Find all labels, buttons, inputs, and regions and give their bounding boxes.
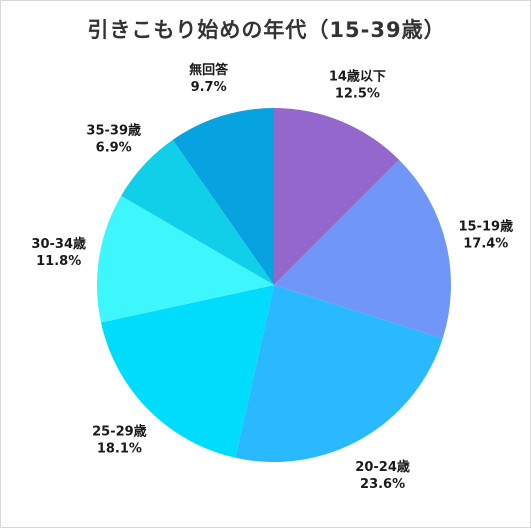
slice-value-label: 9.7% bbox=[191, 80, 227, 95]
slice-category-label: 20-24歳 bbox=[355, 459, 410, 475]
slice-value-label: 12.5% bbox=[335, 87, 380, 102]
pie-slice bbox=[96, 195, 275, 323]
pie-slice bbox=[121, 139, 274, 285]
slice-value-label: 6.9% bbox=[96, 140, 132, 155]
slice-label: 無回答 9.7% bbox=[189, 62, 229, 95]
slice-label: 30-34歳 11.8% bbox=[31, 236, 86, 269]
slice-category-label: 30-34歳 bbox=[31, 236, 86, 252]
pie-slice bbox=[274, 159, 452, 339]
slice-category-label: 14歳以下 bbox=[329, 69, 386, 85]
pie-slice bbox=[101, 285, 275, 458]
slice-value-label: 23.6% bbox=[360, 477, 405, 492]
slice-category-label: 15-19歳 bbox=[459, 218, 514, 234]
slice-category-label: 無回答 bbox=[189, 62, 229, 78]
slice-category-label: 25-29歳 bbox=[92, 424, 147, 440]
slice-label: 20-24歳 23.6% bbox=[355, 459, 410, 492]
chart-title: 引きこもり始めの年代（15-39歳） bbox=[87, 18, 446, 42]
slice-value-label: 18.1% bbox=[97, 442, 142, 457]
slice-label: 25-29歳 18.1% bbox=[92, 424, 147, 457]
slice-category-label: 35-39歳 bbox=[86, 122, 141, 138]
pie-slice bbox=[172, 108, 274, 285]
slice-label: 15-19歳 17.4% bbox=[459, 218, 514, 251]
slice-label: 14歳以下 12.5% bbox=[329, 69, 386, 102]
slice-label: 35-39歳 6.9% bbox=[86, 122, 141, 155]
slice-value-label: 17.4% bbox=[463, 236, 508, 251]
pie-slice bbox=[274, 108, 400, 285]
pie-slice bbox=[235, 285, 443, 463]
slice-value-label: 11.8% bbox=[36, 254, 81, 269]
